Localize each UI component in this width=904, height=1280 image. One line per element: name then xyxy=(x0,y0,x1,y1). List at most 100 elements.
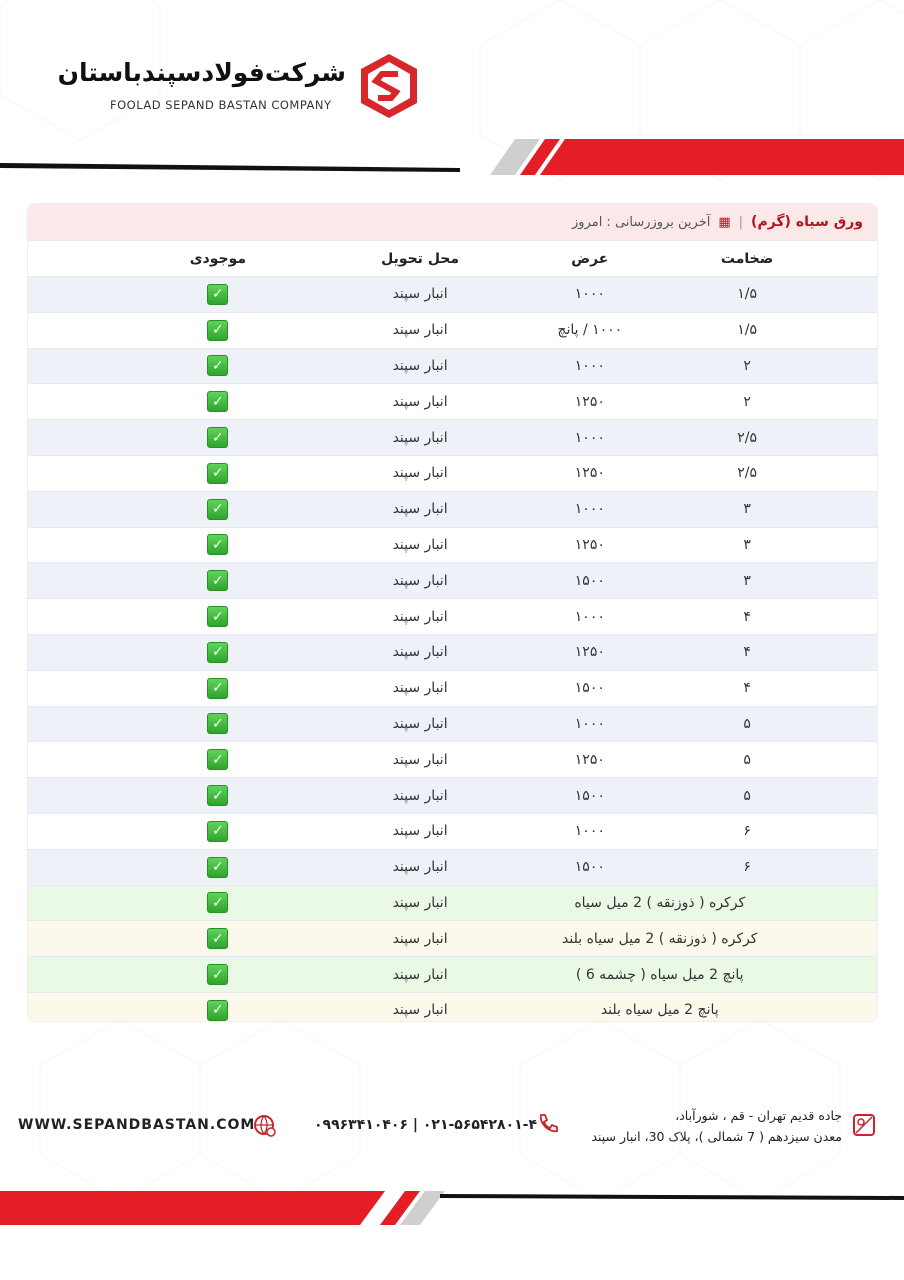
width-cell: ۱۵۰۰ xyxy=(574,680,605,697)
table-row: ۵ ۱۲۵۰ انبار سپند ✓ xyxy=(28,741,877,777)
location-cell: انبار سپند xyxy=(392,286,448,303)
available-check-icon: ✓ xyxy=(207,355,229,377)
availability-cell: ✓ xyxy=(28,892,328,914)
thickness-cell: ۲/۵ xyxy=(737,429,757,446)
width-cell: ۱۲۵۰ xyxy=(574,644,605,661)
available-check-icon: ✓ xyxy=(207,641,229,663)
thickness-cell: ۵ xyxy=(743,715,751,732)
location-cell: انبار سپند xyxy=(392,572,448,589)
col-availability-label: موجودی xyxy=(189,250,247,267)
availability-cell: ✓ xyxy=(28,785,328,807)
table-row: ۲/۵ ۱۰۰۰ انبار سپند ✓ xyxy=(28,419,877,455)
location-cell: انبار سپند xyxy=(392,644,448,661)
company-name-fa: شرکت‌فولادسپندباستان xyxy=(57,58,346,87)
available-check-icon: ✓ xyxy=(207,820,229,842)
available-check-icon: ✓ xyxy=(207,319,229,341)
website-link[interactable]: WWW.SEPANDBASTAN.COM xyxy=(18,1117,256,1133)
last-update-label: آخرین بروزرسانی : امروز xyxy=(572,214,711,230)
availability-cell: ✓ xyxy=(28,856,328,878)
location-cell: انبار سپند xyxy=(392,680,448,697)
availability-cell: ✓ xyxy=(28,964,328,986)
company-name-en: FOOLAD SEPAND BASTAN COMPANY xyxy=(110,98,332,112)
location-cell: انبار سپند xyxy=(392,393,448,410)
width-cell: ۱۵۰۰ xyxy=(574,859,605,876)
phone-numbers: ۰۹۹۶۳۴۱۰۴۰۶ | ۰۲۱-۵۶۵۴۲۸۰۱-۴ xyxy=(314,1117,538,1133)
availability-cell: ✓ xyxy=(28,928,328,950)
location-cell: انبار سپند xyxy=(392,823,448,840)
header-stripe xyxy=(0,139,904,175)
table-row: ۱/۵ ۱۰۰۰ انبار سپند ✓ xyxy=(28,276,877,312)
width-cell: ۱۰۰۰ / پانچ xyxy=(557,322,623,339)
location-cell: انبار سپند xyxy=(392,859,448,876)
table-body: ۱/۵ ۱۰۰۰ انبار سپند ✓ ۱/۵ ۱۰۰۰ / پانچ انب… xyxy=(28,276,877,1021)
footer: WWW.SEPANDBASTAN.COM ۰۹۹۶۳۴۱۰۴۰۶ | ۰۲۱-۵… xyxy=(0,1105,904,1145)
location-cell: انبار سپند xyxy=(392,787,448,804)
table-row: ۵ ۱۰۰۰ انبار سپند ✓ xyxy=(28,705,877,742)
table-row: ۵ ۱۵۰۰ انبار سپند ✓ xyxy=(28,777,877,813)
available-check-icon: ✓ xyxy=(207,283,229,305)
width-cell: ۱۰۰۰ xyxy=(574,608,605,625)
thickness-cell: ۶ xyxy=(743,823,751,840)
map-location-icon xyxy=(853,1114,875,1136)
width-cell: ۱۰۰۰ xyxy=(574,715,605,732)
availability-cell: ✓ xyxy=(28,319,328,341)
thickness-cell: ۴ xyxy=(743,644,751,661)
availability-cell: ✓ xyxy=(28,749,328,771)
location-cell: انبار سپند xyxy=(392,322,448,339)
thickness-cell: ۱/۵ xyxy=(737,322,757,339)
location-cell: انبار سپند xyxy=(392,465,448,482)
width-cell: ۱۵۰۰ xyxy=(574,572,605,589)
location-cell: انبار سپند xyxy=(392,715,448,732)
table-row: ۳ ۱۲۵۰ انبار سپند ✓ xyxy=(28,526,877,563)
available-check-icon: ✓ xyxy=(207,606,229,628)
col-thickness: ضخامت xyxy=(720,250,774,267)
product-cell: کرکره ( ذوزنقه ) 2 میل سیاه xyxy=(574,894,746,911)
width-cell: ۱۲۵۰ xyxy=(574,465,605,482)
thickness-cell: ۱/۵ xyxy=(737,286,757,303)
address: جاده قدیم تهران - قم ، شورآباد، معدن سیز… xyxy=(591,1105,842,1147)
location-cell: انبار سپند xyxy=(392,966,448,983)
available-check-icon: ✓ xyxy=(207,427,229,449)
available-check-icon: ✓ xyxy=(207,964,229,986)
availability-cell: ✓ xyxy=(28,713,328,735)
table-row: ۳ ۱۰۰۰ انبار سپند ✓ xyxy=(28,490,877,527)
width-cell: ۱۰۰۰ xyxy=(574,286,605,303)
available-check-icon: ✓ xyxy=(207,462,229,484)
width-cell: ۱۰۰۰ xyxy=(574,823,605,840)
available-check-icon: ✓ xyxy=(207,856,229,878)
location-cell: انبار سپند xyxy=(392,357,448,374)
location-cell: انبار سپند xyxy=(392,894,448,911)
table-row-special: کرکره ( ذوزنقه ) 2 میل سیاه انبار سپند ✓ xyxy=(28,884,877,921)
thickness-cell: ۵ xyxy=(743,751,751,768)
location-cell: انبار سپند xyxy=(392,930,448,947)
table-row: ۲/۵ ۱۲۵۰ انبار سپند ✓ xyxy=(28,454,877,491)
card-title: ورق سیاه (گرم) xyxy=(751,214,863,230)
availability-cell: ✓ xyxy=(28,283,328,305)
price-table-card: ورق سیاه (گرم) | ▦ آخرین بروزرسانی : امر… xyxy=(27,203,878,1022)
available-check-icon: ✓ xyxy=(207,999,229,1021)
table-row: ۴ ۱۰۰۰ انبار سپند ✓ xyxy=(28,598,877,634)
available-check-icon: ✓ xyxy=(207,534,229,556)
width-cell: ۱۰۰۰ xyxy=(574,357,605,374)
availability-cell: ✓ xyxy=(28,355,328,377)
table-header: ضخامت عرض محل تحویل موجودی xyxy=(28,240,877,276)
location-cell: انبار سپند xyxy=(392,501,448,518)
available-check-icon: ✓ xyxy=(207,785,229,807)
product-cell: پانچ 2 میل سیاه ( چشمه 6 ) xyxy=(575,966,744,983)
company-logo: شرکت‌فولادسپندباستان FOOLAD SEPAND BASTA… xyxy=(58,52,428,122)
location-cell: انبار سپند xyxy=(392,536,448,553)
table-row-special: پانچ 2 میل سیاه ( چشمه 6 ) انبار سپند ✓ xyxy=(28,956,877,992)
availability-cell: ✓ xyxy=(28,677,328,699)
thickness-cell: ۳ xyxy=(743,536,751,553)
thickness-cell: ۴ xyxy=(743,608,751,625)
calendar-icon: ▦ xyxy=(718,214,731,230)
col-width: عرض xyxy=(571,250,609,267)
width-cell: ۱۰۰۰ xyxy=(574,501,605,518)
width-cell: ۱۵۰۰ xyxy=(574,787,605,804)
address-line-1: جاده قدیم تهران - قم ، شورآباد، xyxy=(675,1108,842,1123)
thickness-cell: ۴ xyxy=(743,680,751,697)
availability-cell: ✓ xyxy=(28,391,328,413)
thickness-cell: ۲/۵ xyxy=(737,465,757,482)
available-check-icon: ✓ xyxy=(207,570,229,592)
phone-icon xyxy=(539,1114,558,1133)
